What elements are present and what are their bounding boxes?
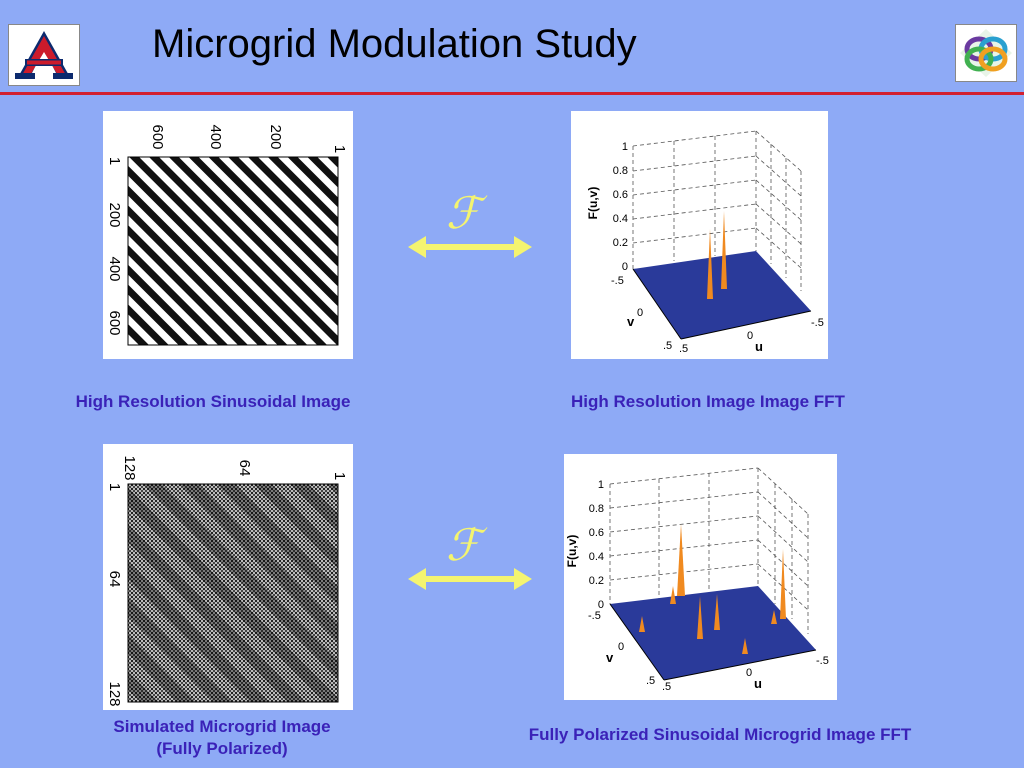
tick-label: -.5 — [588, 610, 601, 622]
v-axis-label: v — [627, 314, 635, 329]
tick-label: 0.2 — [589, 575, 604, 587]
tick-label: 200 — [267, 124, 284, 149]
tick-label: .5 — [663, 340, 672, 352]
z-axis-ticks: 1 0.8 0.6 0.4 0.2 0 — [613, 141, 628, 273]
fft-surface — [633, 251, 811, 339]
caption-line: Simulated Microgrid Image — [113, 717, 331, 736]
v-axis-ticks: -.5 0 .5 — [611, 275, 672, 352]
tick-label: .5 — [646, 675, 655, 687]
tick-label: -.5 — [816, 655, 829, 667]
caption-sinusoidal-image: High Resolution Sinusoidal Image — [75, 392, 351, 411]
z-axis-label: F(u,v) — [565, 535, 579, 568]
u-axis-ticks: .5 0 -.5 — [679, 317, 824, 355]
tick-label: 0 — [746, 667, 752, 679]
fft-peak — [697, 596, 703, 639]
fft-peak — [771, 610, 777, 624]
tick-label: 0.6 — [589, 527, 604, 539]
tick-label: 600 — [149, 124, 166, 149]
page-title: Microgrid Modulation Study — [152, 22, 637, 66]
microgrid-image-panel: 128 64 1 1 64 128 — [103, 444, 353, 710]
tick-label: 64 — [236, 460, 253, 477]
tick-label: 0 — [622, 261, 628, 273]
tick-label: 0 — [637, 307, 643, 319]
fft-peak — [780, 549, 786, 619]
z-axis-label: F(u,v) — [586, 187, 600, 220]
tick-label: 0.2 — [613, 237, 628, 249]
u-axis-ticks: .5 0 -.5 — [662, 655, 829, 693]
caption-microgrid-fft: Fully Polarized Sinusoidal Microgrid Ima… — [528, 725, 912, 744]
tick-label: 1 — [331, 145, 348, 153]
caption-microgrid-image: Simulated Microgrid Image (Fully Polariz… — [72, 716, 372, 760]
z-axis-ticks: 1 0.8 0.6 0.4 0.2 0 — [589, 479, 604, 611]
tick-label: 1 — [598, 479, 604, 491]
tick-label: .5 — [679, 343, 688, 355]
tick-label: 600 — [106, 310, 123, 335]
tick-label: -.5 — [611, 275, 624, 287]
left-axis-ticks: 1 64 128 — [106, 483, 123, 707]
tick-label: 128 — [106, 681, 123, 706]
tick-label: 1 — [106, 157, 123, 165]
tick-label: 200 — [106, 202, 123, 227]
fft-peak — [670, 586, 676, 604]
fft-plot-panel-top: F(u,v) 1 0.8 0.6 0.4 0.2 0 -.5 0 .5 v .5… — [571, 111, 828, 359]
double-headed-arrow-icon — [408, 236, 532, 258]
conference-logo — [955, 24, 1017, 82]
tick-label: 0 — [598, 599, 604, 611]
tick-label: 64 — [106, 571, 123, 588]
university-a-logo-icon — [15, 30, 73, 80]
v-axis-ticks: -.5 0 .5 — [588, 610, 655, 687]
sinusoidal-image-panel: 600 400 200 1 1 200 400 600 — [103, 111, 353, 359]
double-headed-arrow-icon — [408, 568, 532, 590]
tick-label: .5 — [662, 681, 671, 693]
fft-plot-panel-bottom: F(u,v) 1 0.8 0.6 0.4 0.2 0 -.5 0 .5 v .5… — [564, 454, 837, 700]
tick-label: -.5 — [811, 317, 824, 329]
tick-label: 1 — [622, 141, 628, 153]
tick-label: 0.8 — [613, 165, 628, 177]
tick-label: 0.6 — [613, 189, 628, 201]
tick-label: 128 — [121, 455, 138, 480]
tick-label: 1 — [106, 483, 123, 491]
u-axis-label: u — [754, 676, 762, 691]
tick-label: 0.8 — [589, 503, 604, 515]
fft-peak — [639, 616, 645, 632]
caption-image-fft: High Resolution Image Image FFT — [571, 392, 845, 411]
tick-label: 0.4 — [613, 213, 628, 225]
tick-label: 400 — [207, 124, 224, 149]
tick-label: 1 — [331, 472, 348, 480]
fft-peak — [677, 524, 685, 596]
fourier-transform-symbol: ℱ — [446, 520, 481, 571]
tick-label: 0 — [618, 641, 624, 653]
fft-surface — [610, 586, 816, 680]
tick-label: 0.4 — [589, 551, 604, 563]
v-axis-label: v — [606, 650, 614, 665]
fft-peak — [742, 638, 748, 654]
university-logo — [8, 24, 80, 86]
top-axis-ticks: 128 64 1 — [121, 455, 348, 480]
u-axis-label: u — [755, 339, 763, 354]
fft-peak — [707, 229, 713, 299]
fourier-transform-symbol: ℱ — [446, 188, 481, 239]
top-axis-ticks: 600 400 200 1 — [149, 124, 348, 153]
caption-line: (Fully Polarized) — [156, 739, 288, 758]
header-rule — [0, 92, 1024, 95]
left-axis-ticks: 1 200 400 600 — [106, 157, 123, 336]
fft-peak — [714, 594, 720, 630]
tick-label: 400 — [106, 256, 123, 281]
fft-peak — [721, 211, 727, 289]
tick-label: 0 — [747, 330, 753, 342]
interlocking-rings-logo-icon — [960, 29, 1012, 77]
